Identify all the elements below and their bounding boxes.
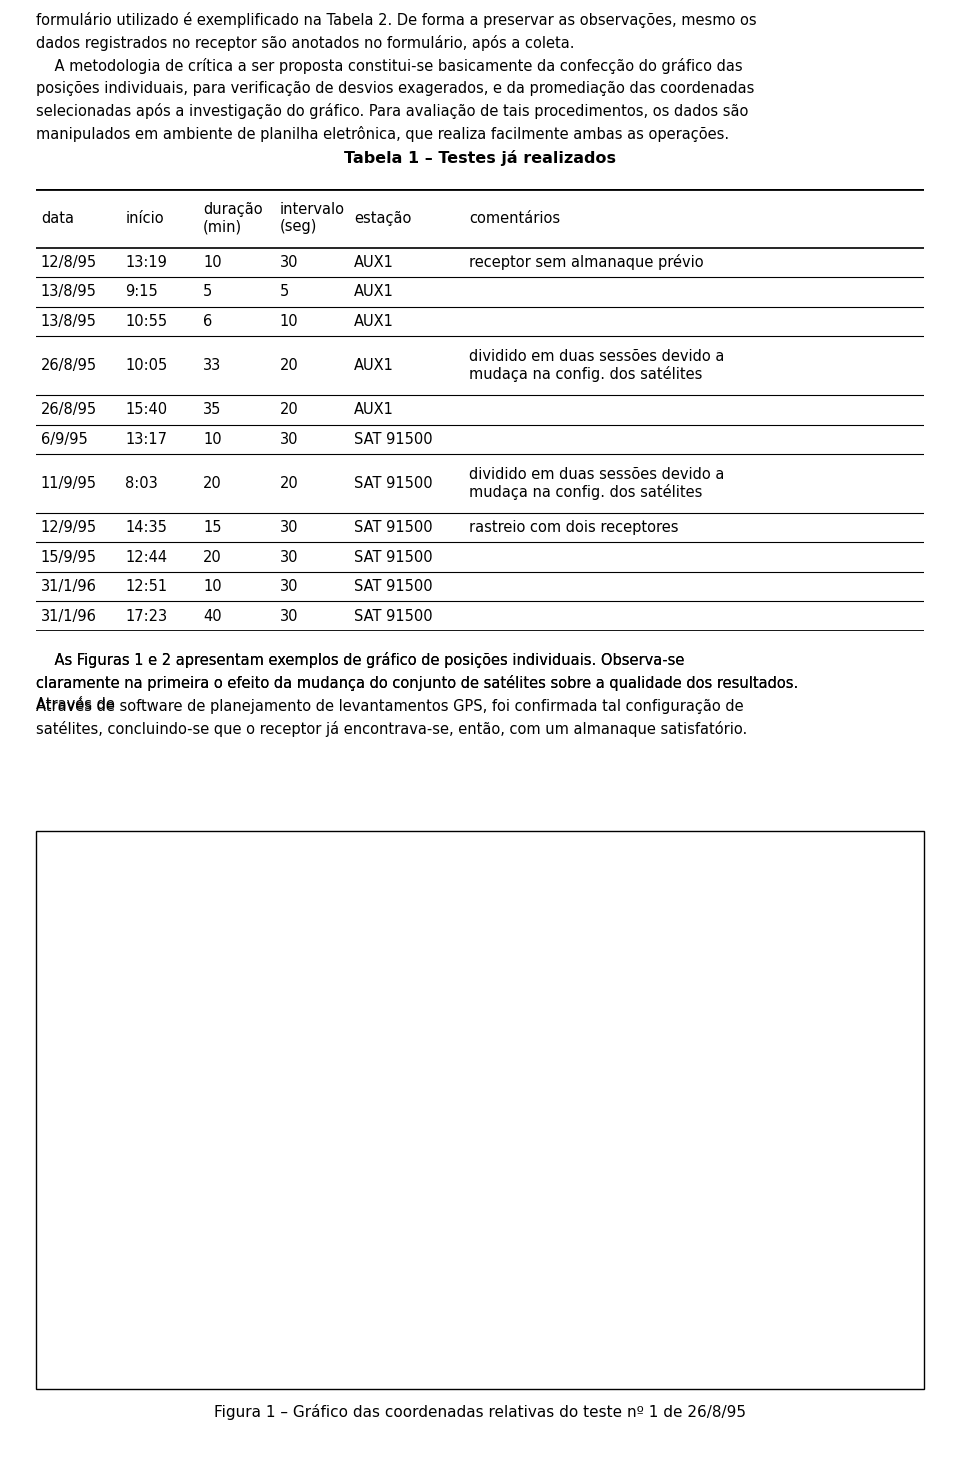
Text: 13/8/95: 13/8/95 bbox=[41, 314, 97, 329]
Text: formulário utilizado é exemplificado na Tabela 2. De forma a preservar as observ: formulário utilizado é exemplificado na … bbox=[36, 12, 757, 142]
X-axis label: erro em longitude (m): erro em longitude (m) bbox=[432, 1365, 586, 1378]
Text: rastreio com dois receptores: rastreio com dois receptores bbox=[469, 520, 679, 535]
Y-axis label: erro em latitude (m): erro em latitude (m) bbox=[62, 1027, 77, 1169]
Text: 11/9/95: 11/9/95 bbox=[41, 476, 97, 491]
Text: AUX1: AUX1 bbox=[354, 358, 394, 373]
Text: Figura 1 – Gráfico das coordenadas relativas do teste nº 1 de 26/8/95: Figura 1 – Gráfico das coordenadas relat… bbox=[214, 1405, 746, 1419]
Text: 30: 30 bbox=[279, 520, 298, 535]
Text: AUX1: AUX1 bbox=[354, 402, 394, 417]
Text: 15: 15 bbox=[204, 520, 222, 535]
Text: receptor sem almanaque prévio: receptor sem almanaque prévio bbox=[469, 255, 704, 270]
Text: 6/9/95: 6/9/95 bbox=[41, 432, 87, 447]
Text: satélites rastreados :
18, 19, 27, 29: satélites rastreados : 18, 19, 27, 29 bbox=[674, 1160, 814, 1188]
Text: 17:23: 17:23 bbox=[125, 609, 167, 624]
Text: 10: 10 bbox=[204, 579, 222, 594]
Text: dividido em duas sessões devido a
mudaça na config. dos satélites: dividido em duas sessões devido a mudaça… bbox=[469, 467, 725, 500]
Text: 8:03: 8:03 bbox=[125, 476, 158, 491]
Text: 30: 30 bbox=[279, 609, 298, 624]
Text: 15:40: 15:40 bbox=[125, 402, 167, 417]
Text: 26/8/95: 26/8/95 bbox=[41, 402, 97, 417]
Text: 10:05: 10:05 bbox=[125, 358, 167, 373]
Text: 35: 35 bbox=[204, 402, 222, 417]
Text: As Figuras 1 e 2 apresentam exemplos de gráfico de posições individuais. Observa: As Figuras 1 e 2 apresentam exemplos de … bbox=[36, 652, 799, 737]
Text: 30: 30 bbox=[279, 432, 298, 447]
Text: 20: 20 bbox=[204, 550, 222, 565]
Text: 10: 10 bbox=[204, 432, 222, 447]
Text: SAT 91500: SAT 91500 bbox=[354, 609, 433, 624]
Text: 5: 5 bbox=[204, 284, 212, 299]
Text: SAT 91500: SAT 91500 bbox=[354, 550, 433, 565]
Text: 20: 20 bbox=[279, 402, 299, 417]
Text: 12/8/95: 12/8/95 bbox=[41, 255, 97, 270]
Text: 31/1/96: 31/1/96 bbox=[41, 579, 97, 594]
Text: 13:19: 13:19 bbox=[125, 255, 167, 270]
Text: 31/1/96: 31/1/96 bbox=[41, 609, 97, 624]
Text: 12:44: 12:44 bbox=[125, 550, 167, 565]
Text: 13:17: 13:17 bbox=[125, 432, 167, 447]
Text: SAT 91500: SAT 91500 bbox=[354, 520, 433, 535]
Text: 6: 6 bbox=[204, 314, 212, 329]
Text: SAT 91500: SAT 91500 bbox=[354, 476, 433, 491]
Text: 12/9/95: 12/9/95 bbox=[41, 520, 97, 535]
Text: intervalo
(seg): intervalo (seg) bbox=[279, 202, 345, 234]
Text: data: data bbox=[41, 211, 74, 226]
Bar bbox=[513, 1187, 626, 1313]
Text: 30: 30 bbox=[279, 579, 298, 594]
Text: SAT 91500: SAT 91500 bbox=[354, 579, 433, 594]
Bar bbox=[411, 883, 456, 909]
Text: 12:51: 12:51 bbox=[125, 579, 167, 594]
Text: estação: estação bbox=[354, 211, 412, 226]
Text: início: início bbox=[125, 211, 164, 226]
Text: 26/8/95: 26/8/95 bbox=[41, 358, 97, 373]
Text: 10:55: 10:55 bbox=[125, 314, 167, 329]
Text: SAT 91500: SAT 91500 bbox=[354, 432, 433, 447]
Text: satélites rastreados :
2, 18, 19, 27, 29: satélites rastreados : 2, 18, 19, 27, 29 bbox=[674, 923, 814, 951]
Text: 9:15: 9:15 bbox=[125, 284, 158, 299]
Text: 10: 10 bbox=[204, 255, 222, 270]
Text: 14:35: 14:35 bbox=[125, 520, 167, 535]
Text: 5: 5 bbox=[279, 284, 289, 299]
Text: 10: 10 bbox=[279, 314, 299, 329]
Text: 20: 20 bbox=[204, 476, 222, 491]
Text: AUX1: AUX1 bbox=[354, 255, 394, 270]
Text: 40: 40 bbox=[204, 609, 222, 624]
Text: 30: 30 bbox=[279, 550, 298, 565]
Text: duração
(min): duração (min) bbox=[204, 202, 263, 234]
Text: 15/9/95: 15/9/95 bbox=[41, 550, 97, 565]
Text: As Figuras 1 e 2 apresentam exemplos de gráfico de posições individuais. Observa: As Figuras 1 e 2 apresentam exemplos de … bbox=[36, 652, 799, 712]
Text: AUX1: AUX1 bbox=[354, 314, 394, 329]
Text: 13/8/95: 13/8/95 bbox=[41, 284, 97, 299]
Text: 20: 20 bbox=[279, 476, 299, 491]
Text: AUX1: AUX1 bbox=[354, 284, 394, 299]
Text: dividido em duas sessões devido a
mudaça na config. dos satélites: dividido em duas sessões devido a mudaça… bbox=[469, 349, 725, 382]
Text: 20: 20 bbox=[279, 358, 299, 373]
Text: comentários: comentários bbox=[469, 211, 561, 226]
Text: 33: 33 bbox=[204, 358, 222, 373]
Text: Tabela 1 – Testes já realizados: Tabela 1 – Testes já realizados bbox=[344, 150, 616, 167]
Text: 30: 30 bbox=[279, 255, 298, 270]
